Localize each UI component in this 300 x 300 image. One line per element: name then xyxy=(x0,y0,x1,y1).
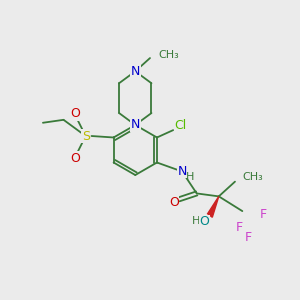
Text: N: N xyxy=(130,118,140,131)
Text: H: H xyxy=(186,172,194,182)
Text: O: O xyxy=(169,196,179,209)
Text: O: O xyxy=(200,215,210,229)
Text: N: N xyxy=(130,65,140,78)
Text: F: F xyxy=(260,208,266,220)
Text: S: S xyxy=(82,130,90,142)
Polygon shape xyxy=(208,196,219,217)
Text: N: N xyxy=(177,165,187,178)
Text: O: O xyxy=(70,107,80,120)
Text: CH₃: CH₃ xyxy=(242,172,263,182)
Text: CH₃: CH₃ xyxy=(158,50,179,59)
Text: H: H xyxy=(192,216,200,226)
Text: F: F xyxy=(236,221,243,234)
Text: Cl: Cl xyxy=(174,119,187,132)
Text: F: F xyxy=(245,231,252,244)
Text: O: O xyxy=(70,152,80,165)
